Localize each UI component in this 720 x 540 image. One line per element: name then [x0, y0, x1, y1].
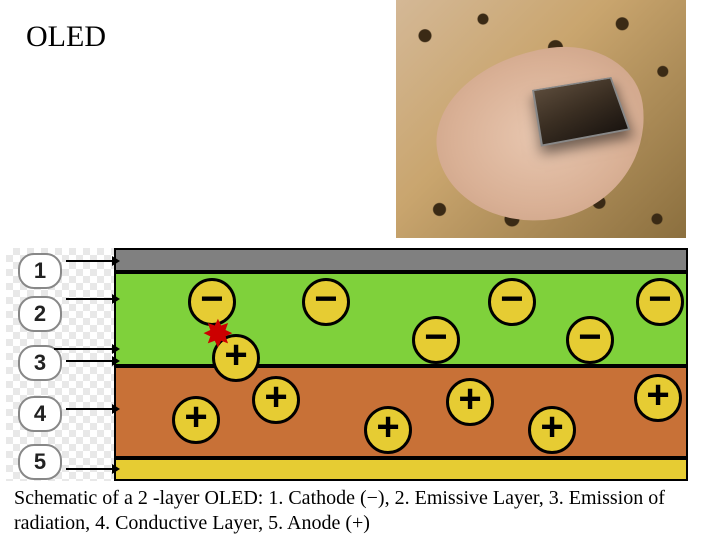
negative-charge: −: [636, 278, 684, 326]
oled-schematic: 12345 −−−−−−+++++++✸: [6, 248, 684, 481]
layer-label-1: 1: [18, 253, 62, 289]
layer-label-4: 4: [18, 396, 62, 432]
negative-charge: −: [302, 278, 350, 326]
pointer-line: [66, 298, 114, 300]
positive-charge: +: [634, 374, 682, 422]
layer-label-2: 2: [18, 296, 62, 332]
layer-stack: −−−−−−+++++++✸: [114, 248, 688, 481]
layer-cathode: [116, 248, 686, 272]
positive-charge: +: [528, 406, 576, 454]
emission-star-icon: ✸: [202, 316, 234, 354]
negative-charge: −: [412, 316, 460, 364]
positive-charge: +: [446, 378, 494, 426]
pointer-line: [66, 468, 114, 470]
positive-charge: +: [252, 376, 300, 424]
pointer-line: [54, 348, 114, 350]
pointer-line: [66, 260, 114, 262]
negative-charge: −: [488, 278, 536, 326]
negative-charge: −: [566, 316, 614, 364]
pointer-line: [66, 408, 114, 410]
pointer-line: [66, 360, 114, 362]
hero-photo: [396, 0, 686, 238]
layer-anode: [116, 458, 686, 481]
caption-text: Schematic of a 2 -layer OLED: 1. Cathode…: [14, 486, 694, 536]
layer-label-5: 5: [18, 444, 62, 480]
layer-label-3: 3: [18, 345, 62, 381]
label-column: 1 2 3 4 5: [6, 248, 114, 481]
positive-charge: +: [364, 406, 412, 454]
page-title: OLED: [26, 20, 106, 54]
positive-charge: +: [172, 396, 220, 444]
